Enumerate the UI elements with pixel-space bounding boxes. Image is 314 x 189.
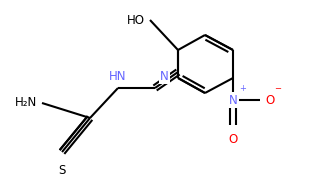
Text: +: + — [239, 84, 246, 93]
Text: S: S — [58, 164, 66, 177]
Text: O: O — [265, 94, 274, 106]
Text: HN: HN — [109, 70, 127, 83]
Text: N: N — [160, 70, 169, 83]
Text: O: O — [228, 133, 238, 146]
Text: N: N — [229, 94, 237, 106]
Text: HO: HO — [127, 13, 145, 26]
Text: −: − — [274, 84, 281, 93]
Text: H₂N: H₂N — [15, 97, 37, 109]
